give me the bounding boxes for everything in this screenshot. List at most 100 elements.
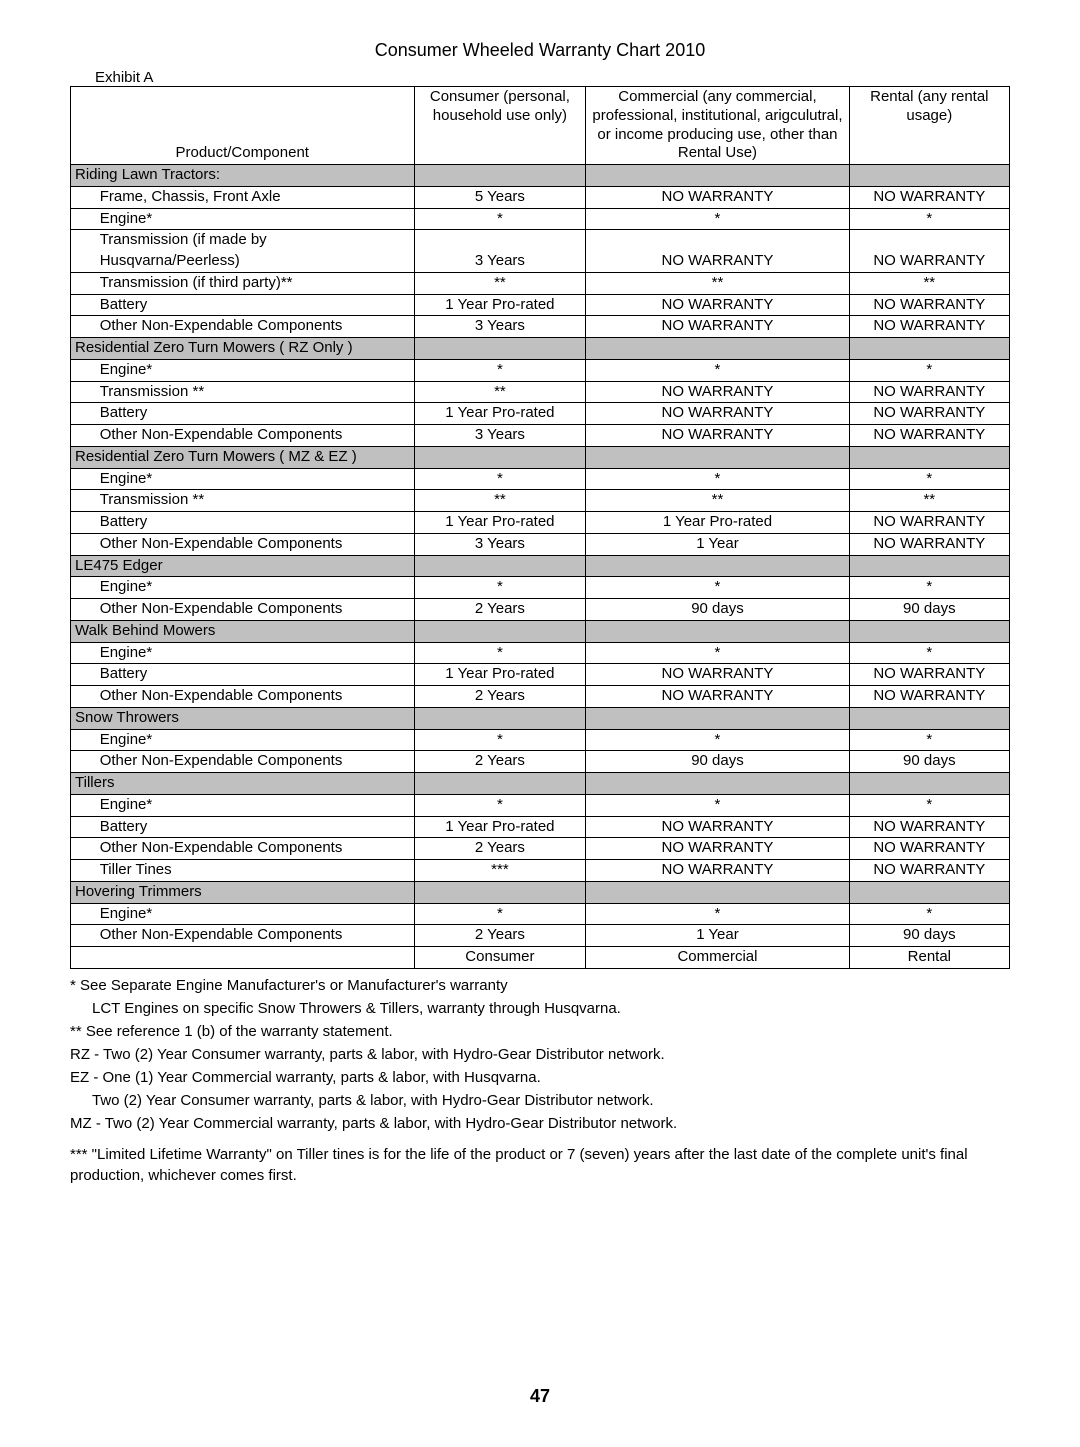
- commercial-value: NO WARRANTY: [586, 686, 849, 708]
- section-spacer: [849, 446, 1009, 468]
- consumer-value: 3 Years: [414, 425, 586, 447]
- commercial-value: 90 days: [586, 599, 849, 621]
- rental-value: **: [849, 490, 1009, 512]
- consumer-value: *: [414, 794, 586, 816]
- commercial-value: *: [586, 359, 849, 381]
- page-number: 47: [70, 1386, 1010, 1407]
- footer-commercial: Commercial: [586, 947, 849, 969]
- component-name: Battery: [96, 816, 414, 838]
- commercial-value: *: [586, 642, 849, 664]
- rental-value: NO WARRANTY: [849, 403, 1009, 425]
- commercial-value: NO WARRANTY: [586, 186, 849, 208]
- commercial-value: NO WARRANTY: [586, 838, 849, 860]
- consumer-value: *: [414, 642, 586, 664]
- component-name: Battery: [96, 294, 414, 316]
- component-name: Battery: [96, 664, 414, 686]
- consumer-value: 1 Year Pro-rated: [414, 294, 586, 316]
- rental-value: *: [849, 642, 1009, 664]
- component-name: Engine*: [96, 794, 414, 816]
- consumer-value: **: [414, 490, 586, 512]
- section-spacer: [414, 446, 586, 468]
- commercial-value: NO WARRANTY: [586, 425, 849, 447]
- rental-value: *: [849, 903, 1009, 925]
- rental-value: *: [849, 577, 1009, 599]
- header-product: Product/Component: [71, 87, 415, 165]
- footnote: RZ - Two (2) Year Consumer warranty, par…: [70, 1044, 1010, 1065]
- section-spacer: [849, 338, 1009, 360]
- section-spacer: [414, 881, 586, 903]
- component-name: Transmission (if third party)**: [96, 272, 414, 294]
- exhibit-label: Exhibit A: [95, 69, 1010, 86]
- rental-value: NO WARRANTY: [849, 533, 1009, 555]
- section-header: Snow Throwers: [71, 707, 415, 729]
- section-spacer: [414, 555, 586, 577]
- rental-value: NO WARRANTY: [849, 251, 1009, 272]
- consumer-value: *: [414, 208, 586, 230]
- commercial-value: 1 Year: [586, 925, 849, 947]
- consumer-value: 1 Year Pro-rated: [414, 816, 586, 838]
- consumer-value: 3 Years: [414, 251, 586, 272]
- rental-value: 90 days: [849, 599, 1009, 621]
- commercial-value: *: [586, 729, 849, 751]
- rental-value: *: [849, 359, 1009, 381]
- footnotes: * See Separate Engine Manufacturer's or …: [70, 975, 1010, 1186]
- section-spacer: [414, 773, 586, 795]
- consumer-value: 2 Years: [414, 925, 586, 947]
- consumer-value: 2 Years: [414, 599, 586, 621]
- rental-value: 90 days: [849, 925, 1009, 947]
- rental-value: NO WARRANTY: [849, 381, 1009, 403]
- component-name: Engine*: [96, 468, 414, 490]
- component-name: Other Non-Expendable Components: [96, 599, 414, 621]
- section-spacer: [414, 338, 586, 360]
- rental-value: *: [849, 729, 1009, 751]
- component-name: Battery: [96, 512, 414, 534]
- consumer-value: *: [414, 729, 586, 751]
- section-header: LE475 Edger: [71, 555, 415, 577]
- rental-value: NO WARRANTY: [849, 664, 1009, 686]
- component-name: Transmission (if made by: [96, 230, 414, 251]
- component-name: Engine*: [96, 208, 414, 230]
- commercial-value: *: [586, 577, 849, 599]
- commercial-value: NO WARRANTY: [586, 816, 849, 838]
- section-spacer: [414, 707, 586, 729]
- section-spacer: [586, 446, 849, 468]
- consumer-value: 3 Years: [414, 533, 586, 555]
- section-spacer: [414, 165, 586, 187]
- rental-value: NO WARRANTY: [849, 686, 1009, 708]
- consumer-value: *: [414, 359, 586, 381]
- component-name: Transmission **: [96, 490, 414, 512]
- component-name: Other Non-Expendable Components: [96, 425, 414, 447]
- rental-value: NO WARRANTY: [849, 316, 1009, 338]
- component-name: Transmission **: [96, 381, 414, 403]
- consumer-value: 1 Year Pro-rated: [414, 664, 586, 686]
- component-name: Other Non-Expendable Components: [96, 316, 414, 338]
- section-header: Hovering Trimmers: [71, 881, 415, 903]
- section-spacer: [849, 165, 1009, 187]
- section-spacer: [849, 707, 1009, 729]
- consumer-value: 2 Years: [414, 751, 586, 773]
- component-name: Other Non-Expendable Components: [96, 925, 414, 947]
- rental-value: **: [849, 272, 1009, 294]
- section-spacer: [586, 620, 849, 642]
- consumer-value: *: [414, 577, 586, 599]
- section-spacer: [586, 881, 849, 903]
- rental-value: 90 days: [849, 751, 1009, 773]
- section-spacer: [849, 773, 1009, 795]
- rental-value: NO WARRANTY: [849, 838, 1009, 860]
- component-name: Tiller Tines: [96, 860, 414, 882]
- component-name: Other Non-Expendable Components: [96, 751, 414, 773]
- section-header: Riding Lawn Tractors:: [71, 165, 415, 187]
- commercial-value: *: [586, 468, 849, 490]
- warranty-table: Product/ComponentConsumer (personal, hou…: [70, 86, 1010, 969]
- footer-consumer: Consumer: [414, 947, 586, 969]
- rental-value: NO WARRANTY: [849, 186, 1009, 208]
- footnote: MZ - Two (2) Year Commercial warranty, p…: [70, 1113, 1010, 1134]
- consumer-value: 1 Year Pro-rated: [414, 512, 586, 534]
- consumer-value: **: [414, 272, 586, 294]
- component-name: Other Non-Expendable Components: [96, 686, 414, 708]
- component-name: Engine*: [96, 642, 414, 664]
- component-name: Engine*: [96, 577, 414, 599]
- component-name: Battery: [96, 403, 414, 425]
- consumer-value: 2 Years: [414, 686, 586, 708]
- rental-value: NO WARRANTY: [849, 512, 1009, 534]
